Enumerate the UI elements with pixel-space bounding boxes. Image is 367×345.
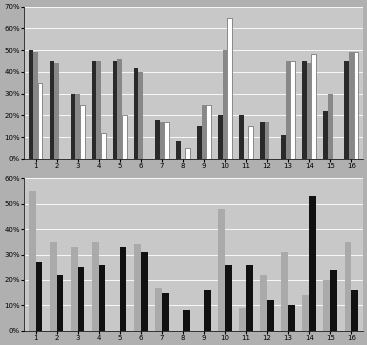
Bar	[122, 115, 127, 159]
Bar	[78, 267, 84, 331]
Bar	[160, 122, 164, 159]
Bar	[239, 115, 244, 159]
Bar	[288, 305, 295, 331]
Bar	[155, 287, 162, 331]
Bar	[38, 83, 43, 159]
Bar	[260, 275, 267, 331]
Bar	[239, 308, 246, 331]
Bar	[328, 93, 333, 159]
Bar	[113, 61, 117, 159]
Bar	[29, 50, 33, 159]
Bar	[201, 105, 206, 159]
Bar	[309, 196, 316, 331]
Bar	[265, 122, 269, 159]
Bar	[120, 247, 127, 331]
Bar	[92, 242, 99, 331]
Bar	[307, 63, 312, 159]
Bar	[225, 265, 232, 331]
Bar	[246, 265, 253, 331]
Bar	[312, 55, 316, 159]
Bar	[176, 141, 181, 159]
Bar	[218, 209, 225, 331]
Bar	[57, 275, 63, 331]
Bar	[260, 122, 265, 159]
Bar	[248, 126, 253, 159]
Bar	[281, 135, 286, 159]
Bar	[117, 59, 122, 159]
Bar	[353, 52, 358, 159]
Bar	[50, 61, 54, 159]
Bar	[197, 126, 201, 159]
Bar	[101, 133, 106, 159]
Bar	[80, 105, 84, 159]
Bar	[141, 252, 148, 331]
Bar	[164, 122, 169, 159]
Bar	[29, 191, 36, 331]
Bar	[99, 265, 105, 331]
Bar	[351, 290, 358, 331]
Bar	[290, 61, 295, 159]
Bar	[349, 52, 353, 159]
Bar	[75, 93, 80, 159]
Bar	[185, 148, 190, 159]
Bar	[134, 244, 141, 331]
Bar	[302, 295, 309, 331]
Bar	[302, 61, 307, 159]
Bar	[267, 300, 274, 331]
Bar	[183, 310, 190, 331]
Bar	[92, 61, 97, 159]
Bar	[162, 293, 168, 331]
Bar	[97, 61, 101, 159]
Bar	[223, 50, 227, 159]
Bar	[33, 52, 38, 159]
Bar	[36, 262, 42, 331]
Bar	[204, 290, 211, 331]
Bar	[206, 105, 211, 159]
Bar	[218, 115, 223, 159]
Bar	[155, 120, 160, 159]
Bar	[286, 61, 290, 159]
Bar	[71, 93, 75, 159]
Bar	[134, 68, 138, 159]
Bar	[323, 111, 328, 159]
Bar	[323, 280, 330, 331]
Bar	[138, 72, 143, 159]
Bar	[281, 252, 288, 331]
Bar	[344, 61, 349, 159]
Bar	[227, 18, 232, 159]
Bar	[330, 270, 337, 331]
Bar	[50, 242, 57, 331]
Bar	[71, 247, 78, 331]
Bar	[345, 242, 351, 331]
Bar	[54, 63, 59, 159]
